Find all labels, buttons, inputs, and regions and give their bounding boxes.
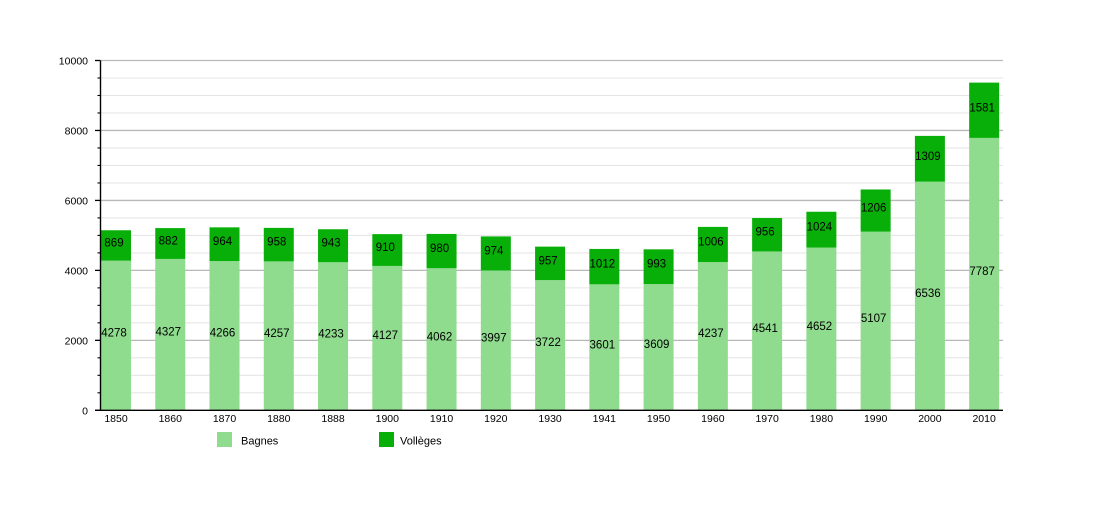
svg-text:1990: 1990 — [864, 413, 888, 425]
svg-text:1860: 1860 — [159, 413, 183, 425]
svg-text:4062: 4062 — [427, 331, 453, 343]
svg-text:943: 943 — [321, 238, 340, 250]
svg-text:1309: 1309 — [915, 151, 941, 163]
svg-text:1024: 1024 — [807, 222, 833, 234]
svg-text:3609: 3609 — [644, 339, 670, 351]
svg-text:Vollèges: Vollèges — [400, 436, 442, 448]
svg-text:1006: 1006 — [698, 236, 724, 248]
svg-text:1941: 1941 — [593, 413, 617, 425]
svg-text:Bagnes: Bagnes — [241, 436, 279, 448]
svg-text:7787: 7787 — [969, 266, 995, 278]
svg-text:1870: 1870 — [213, 413, 237, 425]
svg-text:993: 993 — [647, 259, 666, 271]
svg-text:3997: 3997 — [481, 332, 507, 344]
svg-text:964: 964 — [213, 236, 233, 248]
svg-text:1980: 1980 — [810, 413, 834, 425]
svg-text:4541: 4541 — [752, 323, 778, 335]
svg-text:4127: 4127 — [373, 330, 399, 342]
svg-text:4000: 4000 — [65, 265, 89, 277]
svg-text:956: 956 — [756, 227, 775, 239]
svg-text:8000: 8000 — [65, 125, 89, 137]
svg-text:10000: 10000 — [59, 56, 88, 68]
svg-text:958: 958 — [267, 237, 286, 249]
svg-text:1910: 1910 — [430, 413, 454, 425]
svg-text:910: 910 — [376, 242, 395, 254]
svg-text:1930: 1930 — [538, 413, 562, 425]
svg-text:3601: 3601 — [590, 339, 616, 351]
svg-text:980: 980 — [430, 243, 449, 255]
svg-text:2000: 2000 — [918, 413, 942, 425]
svg-text:5107: 5107 — [861, 313, 887, 325]
svg-text:1880: 1880 — [267, 413, 291, 425]
svg-text:4233: 4233 — [318, 328, 344, 340]
svg-text:2010: 2010 — [972, 413, 996, 425]
svg-text:974: 974 — [484, 245, 504, 257]
svg-text:957: 957 — [538, 255, 557, 267]
svg-text:1970: 1970 — [755, 413, 779, 425]
svg-text:4266: 4266 — [210, 328, 236, 340]
svg-text:3722: 3722 — [535, 337, 561, 349]
svg-text:1012: 1012 — [590, 259, 616, 271]
svg-text:1900: 1900 — [376, 413, 400, 425]
svg-text:4652: 4652 — [807, 321, 833, 333]
svg-text:869: 869 — [104, 237, 123, 249]
svg-text:882: 882 — [159, 236, 178, 248]
svg-text:4237: 4237 — [698, 328, 724, 340]
svg-text:4327: 4327 — [155, 327, 181, 339]
svg-text:1581: 1581 — [969, 102, 995, 114]
svg-text:4257: 4257 — [264, 328, 290, 340]
svg-text:1850: 1850 — [104, 413, 128, 425]
svg-text:6536: 6536 — [915, 288, 941, 300]
svg-text:1950: 1950 — [647, 413, 671, 425]
svg-text:1960: 1960 — [701, 413, 725, 425]
svg-text:4278: 4278 — [101, 327, 127, 339]
svg-text:1920: 1920 — [484, 413, 508, 425]
svg-text:6000: 6000 — [65, 195, 89, 207]
svg-text:2000: 2000 — [65, 335, 89, 347]
svg-text:1206: 1206 — [861, 203, 887, 215]
svg-text:1888: 1888 — [321, 413, 345, 425]
svg-text:0: 0 — [82, 405, 88, 417]
